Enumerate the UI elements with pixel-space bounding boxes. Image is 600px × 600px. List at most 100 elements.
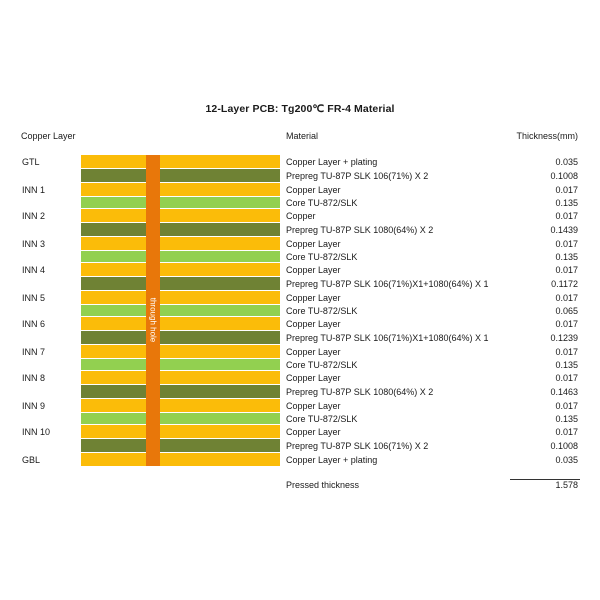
thickness-value: 0.017 [555, 400, 578, 411]
copper-layer-label: INN 5 [22, 292, 46, 303]
core-layer-bar [81, 359, 280, 370]
copper-layer-bar [81, 345, 280, 358]
material-label: Core TU-872/SLK [286, 305, 358, 316]
diagram-title: 12-Layer PCB: Tg200℃ FR-4 Material [205, 103, 395, 115]
thickness-value: 0.135 [555, 413, 578, 424]
header-copper-layer: Copper Layer [21, 131, 76, 141]
copper-layer-bar [81, 425, 280, 438]
material-label: Copper Layer [286, 426, 341, 437]
copper-layer-row: INN 1 Copper Layer 0.017 [0, 183, 600, 196]
copper-layer-label: INN 6 [22, 318, 46, 329]
thickness-value: 0.1239 [550, 332, 578, 343]
copper-layer-row: INN 8 Copper Layer 0.017 [0, 371, 600, 384]
thickness-value: 0.017 [555, 292, 578, 303]
material-label: Copper Layer [286, 184, 341, 195]
core-layer-row: Core TU-872/SLK 0.135 [0, 359, 600, 370]
material-label: Prepreg TU-87P SLK 106(71%)X1+1080(64%) … [286, 332, 489, 343]
core-layer-row: Core TU-872/SLK 0.135 [0, 251, 600, 262]
copper-layer-label: INN 3 [22, 238, 46, 249]
total-divider [510, 479, 580, 480]
thickness-value: 0.035 [555, 454, 578, 465]
thickness-value: 0.017 [555, 346, 578, 357]
material-label: Prepreg TU-87P SLK 106(71%) X 2 [286, 440, 429, 451]
pressed-thickness-value: 1.578 [555, 480, 578, 490]
thickness-value: 0.135 [555, 359, 578, 370]
material-label: Copper Layer [286, 264, 341, 275]
thickness-value: 0.135 [555, 251, 578, 262]
material-label: Core TU-872/SLK [286, 413, 358, 424]
copper-layer-bar [81, 209, 280, 222]
material-label: Copper [286, 210, 316, 221]
thickness-value: 0.035 [555, 156, 578, 167]
copper-layer-bar [81, 155, 280, 168]
copper-layer-row: INN 3 Copper Layer 0.017 [0, 237, 600, 250]
material-label: Copper Layer [286, 238, 341, 249]
material-label: Copper Layer [286, 292, 341, 303]
prepreg-layer-row: Prepreg TU-87P SLK 106(71%) X 2 0.1008 [0, 439, 600, 452]
thickness-value: 0.017 [555, 372, 578, 383]
material-label: Prepreg TU-87P SLK 1080(64%) X 2 [286, 386, 434, 397]
through-hole-via [146, 155, 160, 466]
copper-layer-row: INN 9 Copper Layer 0.017 [0, 399, 600, 412]
copper-layer-bar [81, 263, 280, 276]
material-label: Core TU-872/SLK [286, 251, 358, 262]
material-label: Core TU-872/SLK [286, 359, 358, 370]
material-label: Prepreg TU-87P SLK 1080(64%) X 2 [286, 224, 434, 235]
copper-layer-bar [81, 453, 280, 466]
thickness-value: 0.017 [555, 426, 578, 437]
prepreg-layer-bar [81, 277, 280, 290]
prepreg-layer-bar [81, 169, 280, 182]
copper-layer-bar [81, 399, 280, 412]
material-label: Copper Layer [286, 318, 341, 329]
material-label: Copper Layer + plating [286, 454, 378, 465]
thickness-value: 0.065 [555, 305, 578, 316]
prepreg-layer-bar [81, 331, 280, 344]
core-layer-bar [81, 197, 280, 208]
thickness-value: 0.135 [555, 197, 578, 208]
material-label: Copper Layer [286, 372, 341, 383]
copper-layer-label: INN 2 [22, 210, 46, 221]
copper-layer-label: GTL [22, 156, 40, 167]
header-thickness: Thickness(mm) [516, 131, 578, 141]
copper-layer-label: INN 4 [22, 264, 46, 275]
material-label: Prepreg TU-87P SLK 106(71%)X1+1080(64%) … [286, 278, 489, 289]
copper-layer-label: INN 7 [22, 346, 46, 357]
material-label: Prepreg TU-87P SLK 106(71%) X 2 [286, 170, 429, 181]
core-layer-row: Core TU-872/SLK 0.135 [0, 413, 600, 424]
copper-layer-row: INN 2 Copper 0.017 [0, 209, 600, 222]
copper-layer-bar [81, 291, 280, 304]
copper-layer-label: INN 10 [22, 426, 51, 437]
thickness-value: 0.017 [555, 238, 578, 249]
thickness-value: 0.1439 [550, 224, 578, 235]
prepreg-layer-row: Prepreg TU-87P SLK 106(71%) X 2 0.1008 [0, 169, 600, 182]
core-layer-row: Core TU-872/SLK 0.135 [0, 197, 600, 208]
core-layer-bar [81, 305, 280, 316]
thickness-value: 0.017 [555, 210, 578, 221]
prepreg-layer-row: Prepreg TU-87P SLK 106(71%)X1+1080(64%) … [0, 277, 600, 290]
copper-layer-row: INN 5 Copper Layer 0.017 [0, 291, 600, 304]
copper-layer-row: INN 4 Copper Layer 0.017 [0, 263, 600, 276]
copper-layer-label: INN 8 [22, 372, 46, 383]
thickness-value: 0.1008 [550, 170, 578, 181]
thickness-value: 0.1008 [550, 440, 578, 451]
pressed-thickness-label: Pressed thickness [286, 480, 360, 490]
through-hole-label: through hole [148, 297, 158, 343]
copper-layer-bar [81, 237, 280, 250]
prepreg-layer-row: Prepreg TU-87P SLK 106(71%)X1+1080(64%) … [0, 331, 600, 344]
header-material: Material [286, 131, 319, 141]
thickness-value: 0.1463 [550, 386, 578, 397]
material-label: Copper Layer [286, 346, 341, 357]
core-layer-bar [81, 251, 280, 262]
copper-layer-bar [81, 183, 280, 196]
copper-layer-row: GBL Copper Layer + plating 0.035 [0, 453, 600, 466]
prepreg-layer-bar [81, 385, 280, 398]
copper-layer-bar [81, 371, 280, 384]
copper-layer-row: INN 6 Copper Layer 0.017 [0, 317, 600, 330]
thickness-value: 0.017 [555, 318, 578, 329]
copper-layer-label: GBL [22, 454, 41, 465]
copper-layer-label: INN 9 [22, 400, 46, 411]
copper-layer-row: GTL Copper Layer + plating 0.035 [0, 155, 600, 168]
thickness-value: 0.1172 [551, 278, 578, 289]
copper-layer-row: INN 10 Copper Layer 0.017 [0, 425, 600, 438]
